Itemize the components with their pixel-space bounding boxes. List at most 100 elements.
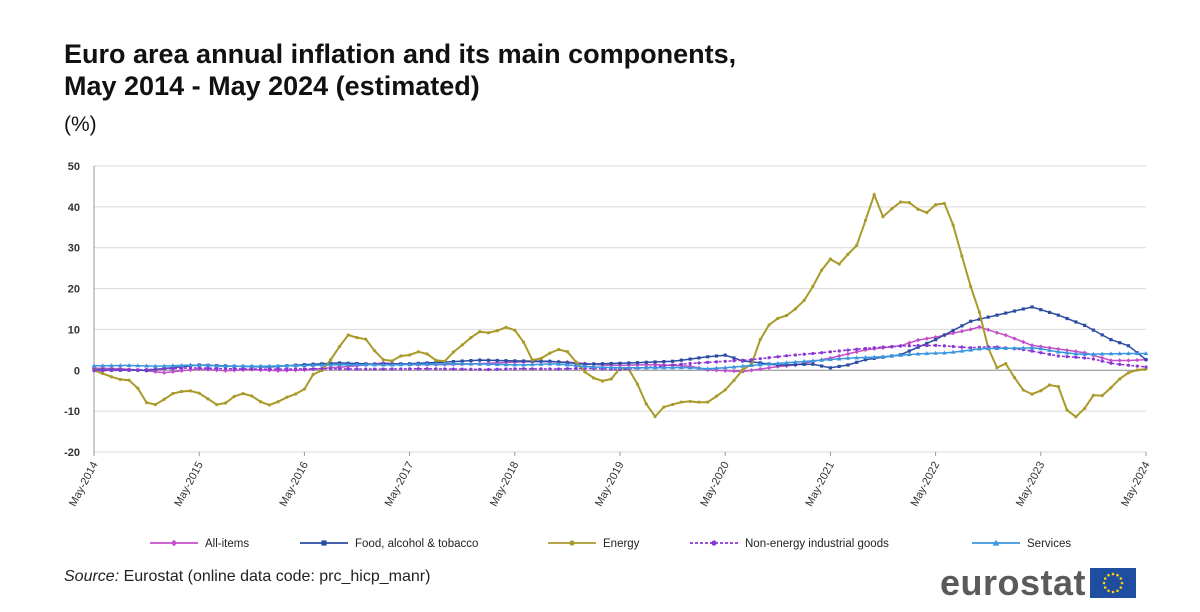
data-point [706, 400, 710, 404]
y-tick-label: 20 [68, 284, 80, 296]
data-point [643, 365, 649, 370]
data-point [1012, 336, 1017, 341]
data-point [837, 349, 841, 353]
data-point [697, 356, 701, 360]
data-point [521, 359, 526, 363]
data-point [145, 401, 149, 405]
data-point [302, 363, 307, 368]
data-point [364, 337, 368, 341]
data-point [390, 359, 394, 363]
data-point [109, 368, 114, 373]
data-point [329, 367, 333, 371]
data-point [653, 360, 657, 364]
data-point [162, 397, 166, 401]
data-point [741, 358, 745, 362]
data-point [714, 354, 719, 358]
data-point [828, 350, 833, 354]
data-point [890, 344, 894, 349]
flag-star [1111, 590, 1115, 594]
data-point [574, 360, 578, 364]
data-point [478, 367, 482, 371]
data-point [802, 362, 806, 366]
data-point [162, 367, 166, 371]
data-point [994, 346, 1000, 351]
data-point [504, 367, 508, 371]
data-point [424, 361, 430, 366]
data-point [1047, 352, 1052, 356]
legend-label: Non-energy industrial goods [745, 538, 889, 550]
data-point [697, 361, 701, 365]
data-point [820, 351, 824, 355]
data-point [530, 358, 534, 362]
data-point [1083, 406, 1087, 411]
data-point [679, 362, 683, 366]
data-point [784, 360, 789, 365]
data-point [872, 193, 876, 197]
data-point [582, 364, 588, 369]
data-point [136, 368, 140, 372]
data-point [170, 369, 176, 374]
data-point [495, 329, 499, 333]
data-point [740, 363, 746, 368]
data-point [1126, 358, 1131, 363]
data-point [416, 367, 420, 371]
data-point [1073, 351, 1079, 356]
data-point [258, 363, 263, 368]
flag-star [1119, 577, 1123, 580]
data-point [118, 377, 122, 382]
data-point [933, 350, 938, 355]
data-point [723, 353, 727, 357]
data-point [1012, 376, 1017, 380]
data-point [723, 368, 728, 373]
data-point [161, 370, 167, 375]
data-point [232, 394, 236, 399]
data-point [460, 343, 464, 347]
data-point [820, 268, 824, 272]
data-point [504, 325, 508, 329]
data-point [1021, 307, 1025, 311]
data-point [600, 364, 605, 369]
data-point [731, 368, 737, 374]
flag-star [1119, 586, 1123, 589]
data-point [153, 369, 158, 374]
data-point [766, 361, 772, 366]
data-point [811, 284, 815, 288]
data-point [407, 362, 412, 367]
data-point [1004, 311, 1008, 315]
data-point [389, 362, 395, 367]
data-point [915, 351, 921, 356]
data-point [915, 337, 921, 343]
data-point [855, 243, 859, 248]
data-point [977, 324, 982, 330]
data-point [101, 368, 105, 373]
data-point [249, 363, 255, 368]
data-point [503, 362, 509, 367]
data-point [1020, 345, 1026, 350]
legend-marker [569, 540, 575, 546]
legend-label: Food, alcohol & tobacco [355, 538, 478, 550]
data-point [863, 355, 868, 360]
data-point [548, 367, 552, 371]
data-point [443, 367, 447, 371]
data-point [687, 365, 693, 370]
data-point [749, 362, 754, 367]
legend-label: Energy [603, 538, 640, 550]
data-point [608, 365, 614, 370]
data-point [925, 210, 929, 215]
data-point [1039, 308, 1043, 312]
data-point [495, 367, 499, 371]
data-point [731, 364, 737, 369]
data-point [994, 330, 1000, 335]
data-point [968, 327, 973, 332]
data-point [1099, 351, 1105, 356]
y-tick-label: 0 [74, 365, 80, 377]
source-note: Source: Eurostat (online data code: prc_… [64, 568, 430, 586]
data-point [109, 363, 114, 368]
data-point [399, 367, 403, 371]
data-point [924, 351, 930, 356]
data-point [635, 365, 640, 370]
data-point [206, 397, 210, 401]
data-point [477, 361, 483, 366]
data-point [714, 360, 719, 364]
data-point [732, 378, 736, 383]
